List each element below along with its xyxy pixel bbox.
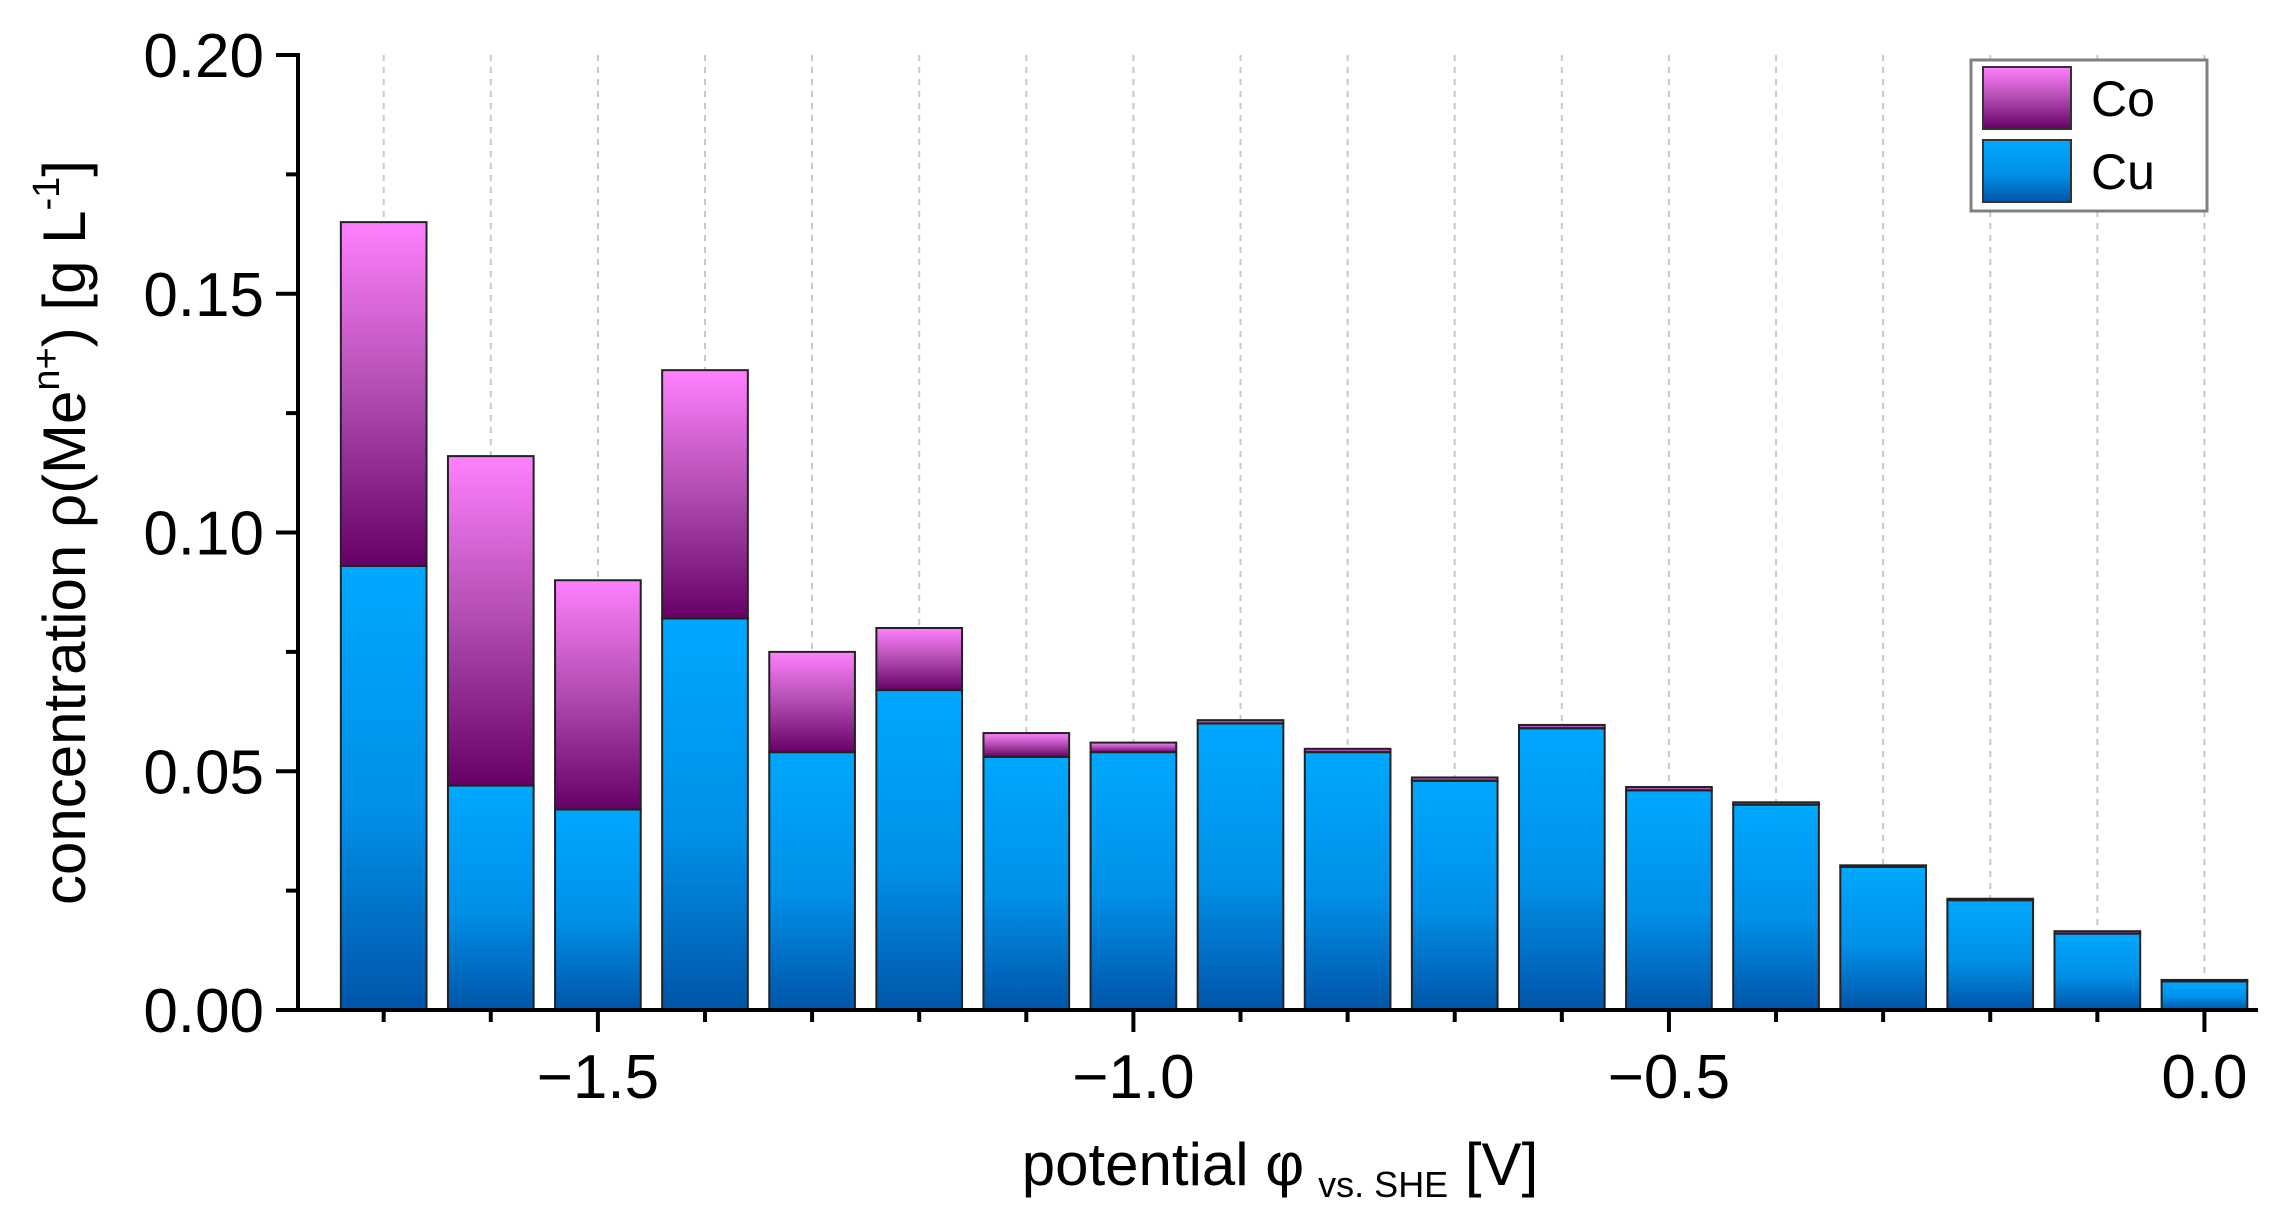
x-tick-label: −0.5	[1608, 1043, 1730, 1112]
bar-cu	[1303, 751, 1392, 1012]
ylabel-mid: ) [g L	[31, 211, 98, 348]
x-tick-label: −1.0	[1072, 1043, 1194, 1112]
x-tick-label: −1.5	[537, 1043, 659, 1112]
bar-cu	[339, 564, 428, 1011]
bar-co	[554, 579, 642, 811]
bar-cu	[982, 755, 1071, 1011]
ticks-layer: −1.5 −1.0 −0.5 0.0 0.00 0.05 0.10 0.15 0.20	[143, 22, 2247, 1112]
bar-cu	[2160, 980, 2249, 1011]
y-axis-title: concentration ρ(Men+) [g L-1]	[26, 160, 98, 905]
ylabel-post: ]	[31, 160, 98, 177]
bar-co	[1196, 719, 1285, 725]
bar-co	[1946, 897, 2035, 902]
bar-co	[1517, 723, 1606, 730]
bar-co	[1839, 864, 1927, 868]
bar-cu	[1089, 751, 1178, 1012]
bar-cu	[875, 689, 964, 1011]
bar-co	[1303, 747, 1392, 754]
bar-cu	[1196, 722, 1285, 1011]
bar-co	[2053, 930, 2142, 935]
bar-co	[875, 627, 964, 692]
bar-cu	[1839, 865, 1927, 1011]
bar-cu	[1410, 779, 1499, 1011]
legend: Co Cu	[1969, 58, 2209, 213]
xlabel-sub: vs. SHE	[1318, 1164, 1448, 1205]
bar-co	[768, 650, 856, 754]
bar-cu	[446, 784, 535, 1012]
y-tick-label: 0.05	[143, 738, 264, 807]
bar-cu	[1946, 899, 2035, 1011]
legend-swatch-co	[1982, 66, 2072, 130]
ylabel-pre: concentration ρ(Me	[31, 391, 98, 905]
bar-co	[1410, 776, 1499, 782]
bar-co	[982, 732, 1071, 758]
x-tick-label: 0.0	[2161, 1043, 2247, 1112]
bar-co	[1625, 786, 1713, 792]
bar-cu	[661, 617, 749, 1011]
y-tick-label: 0.15	[143, 261, 264, 330]
grid-layer	[382, 55, 2206, 1010]
bar-co	[2160, 978, 2249, 983]
bar-cu	[1517, 727, 1606, 1012]
xlabel-unit: [V]	[1448, 1131, 1538, 1198]
x-axis-title: potential φ vs. SHE [V]	[1022, 1131, 1538, 1205]
bar-co	[1089, 741, 1178, 754]
legend-swatch-cu	[1982, 139, 2072, 203]
ylabel-sup2: -1	[26, 177, 68, 211]
bar-co	[1732, 801, 1820, 806]
bar-cu	[768, 751, 856, 1012]
bar-co	[446, 455, 535, 787]
legend-label-co: Co	[2091, 71, 2155, 127]
y-tick-label: 0.20	[143, 22, 264, 91]
y-tick-label: 0.10	[143, 500, 264, 569]
xlabel-main: potential φ	[1022, 1131, 1304, 1198]
bars-layer	[339, 221, 2249, 1012]
legend-label-cu: Cu	[2091, 144, 2155, 200]
bar-co	[339, 221, 428, 567]
bar-cu	[2053, 932, 2142, 1011]
y-tick-label: 0.00	[143, 977, 264, 1046]
bar-cu	[554, 808, 642, 1012]
bar-cu	[1625, 789, 1713, 1011]
bar-co	[661, 369, 749, 620]
bar-cu	[1732, 803, 1820, 1011]
ylabel-sup1: n+	[26, 347, 68, 390]
